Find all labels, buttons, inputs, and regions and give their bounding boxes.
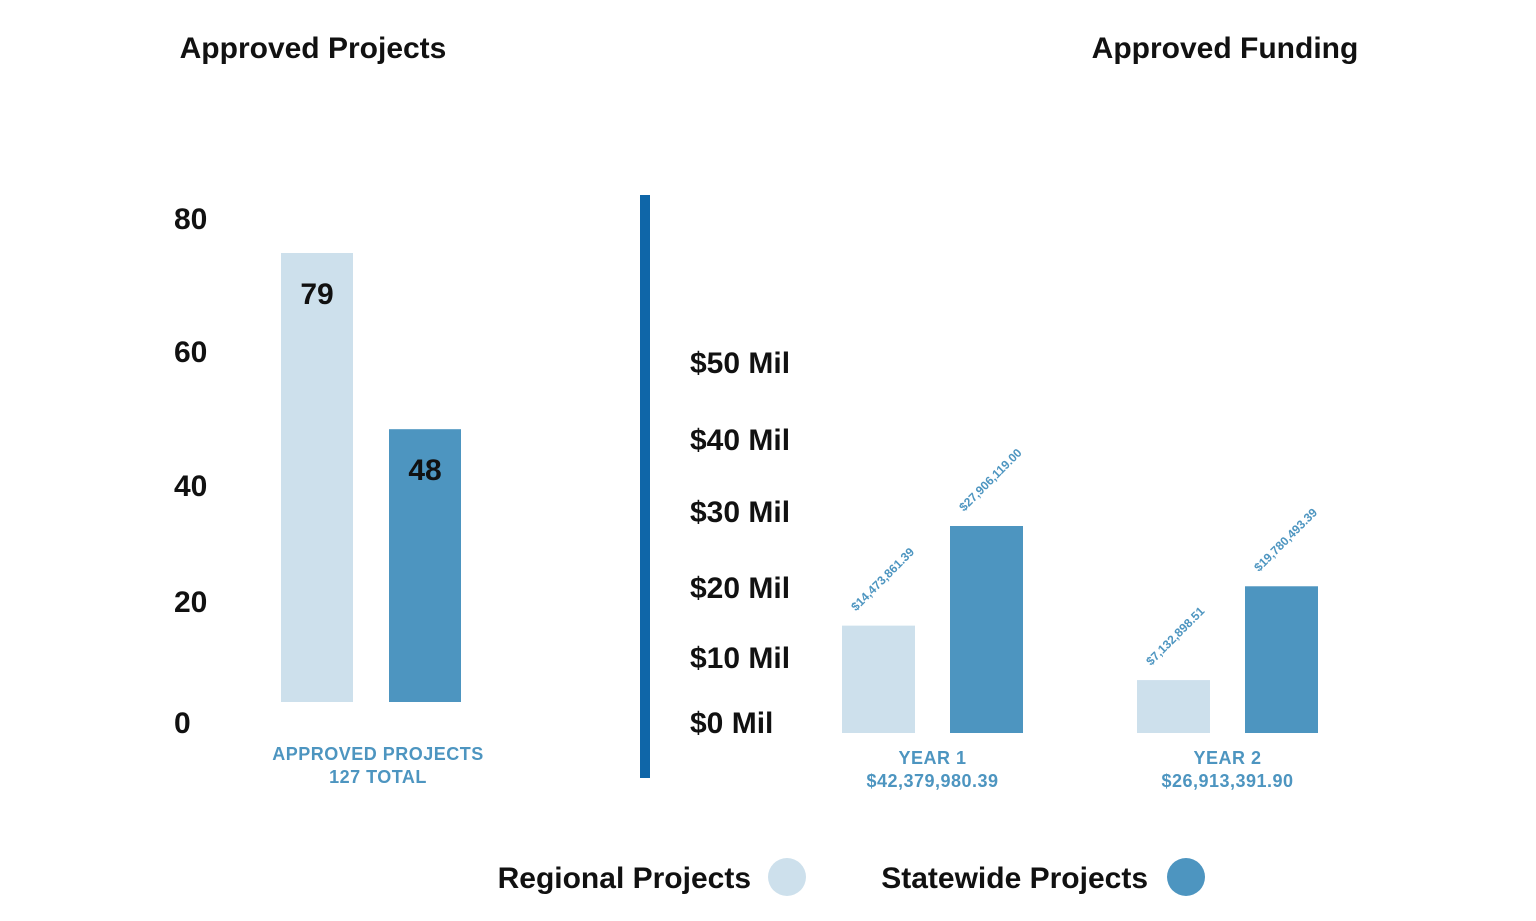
bar-statewide bbox=[1245, 586, 1318, 733]
category-label: YEAR 2 bbox=[1193, 748, 1261, 768]
bar-statewide bbox=[389, 429, 461, 702]
y-tick-label: 80 bbox=[174, 203, 207, 236]
bar-data-label: 48 bbox=[408, 454, 441, 487]
approved-projects-y-axis: 80 60 40 20 0 bbox=[174, 203, 207, 740]
approved-projects-categories: APPROVED PROJECTS 127 TOTAL bbox=[272, 744, 484, 787]
y-tick-label: 20 bbox=[174, 586, 207, 619]
approved-funding-y-axis: $0 Mil $10 Mil $20 Mil $30 Mil $40 Mil $50 Mi… bbox=[690, 347, 790, 740]
bar-data-label: 79 bbox=[300, 278, 333, 311]
category-label: YEAR 1 bbox=[898, 748, 966, 768]
y-tick-label: $30 Mil bbox=[690, 496, 790, 529]
y-tick-label: $0 Mil bbox=[690, 707, 773, 740]
bar-statewide bbox=[950, 526, 1023, 733]
y-tick-label: $20 Mil bbox=[690, 572, 790, 605]
approved-funding-title: Approved Funding bbox=[1092, 32, 1359, 65]
bar-data-label: $27,906,119.00 bbox=[956, 445, 1025, 514]
category-sublabel: $42,379,980.39 bbox=[866, 771, 998, 791]
legend-item-statewide: Statewide Projects bbox=[881, 858, 1205, 896]
approved-funding-chart: Approved Funding $0 Mil $10 Mil $20 Mil $30… bbox=[690, 32, 1358, 791]
category-label: APPROVED PROJECTS bbox=[272, 744, 484, 764]
bar-data-label: $14,473,861.39 bbox=[848, 545, 917, 614]
bar-data-label: $19,780,493.39 bbox=[1251, 505, 1320, 574]
approved-projects-chart: Approved Projects 80 60 40 20 0 79 48 APPROVE… bbox=[174, 32, 484, 787]
bar-regional bbox=[281, 253, 353, 702]
legend: Regional Projects Statewide Projects bbox=[498, 858, 1205, 896]
legend-swatch-regional bbox=[768, 858, 806, 896]
y-tick-label: $40 Mil bbox=[690, 424, 790, 457]
y-tick-label: 60 bbox=[174, 336, 207, 369]
bar-regional bbox=[842, 625, 915, 733]
legend-label-regional: Regional Projects bbox=[498, 862, 751, 895]
legend-item-regional: Regional Projects bbox=[498, 858, 806, 896]
approved-funding-bars: $14,473,861.39 $27,906,119.00 $7,132,898.5… bbox=[842, 445, 1320, 733]
category-sublabel: 127 TOTAL bbox=[329, 767, 427, 787]
bar-regional bbox=[1137, 680, 1210, 733]
y-tick-label: 0 bbox=[174, 707, 191, 740]
y-tick-label: $50 Mil bbox=[690, 347, 790, 380]
y-tick-label: $10 Mil bbox=[690, 642, 790, 675]
chart-divider bbox=[640, 195, 650, 778]
approved-projects-title: Approved Projects bbox=[180, 32, 447, 65]
approved-projects-bars: 79 48 bbox=[281, 253, 461, 702]
legend-swatch-statewide bbox=[1167, 858, 1205, 896]
category-sublabel: $26,913,391.90 bbox=[1161, 771, 1293, 791]
y-tick-label: 40 bbox=[174, 470, 207, 503]
legend-label-statewide: Statewide Projects bbox=[881, 862, 1148, 895]
bar-data-label: $7,132,898.51 bbox=[1143, 604, 1207, 668]
approved-funding-categories: YEAR 1 $42,379,980.39 YEAR 2 $26,913,391.90 bbox=[866, 748, 1293, 791]
